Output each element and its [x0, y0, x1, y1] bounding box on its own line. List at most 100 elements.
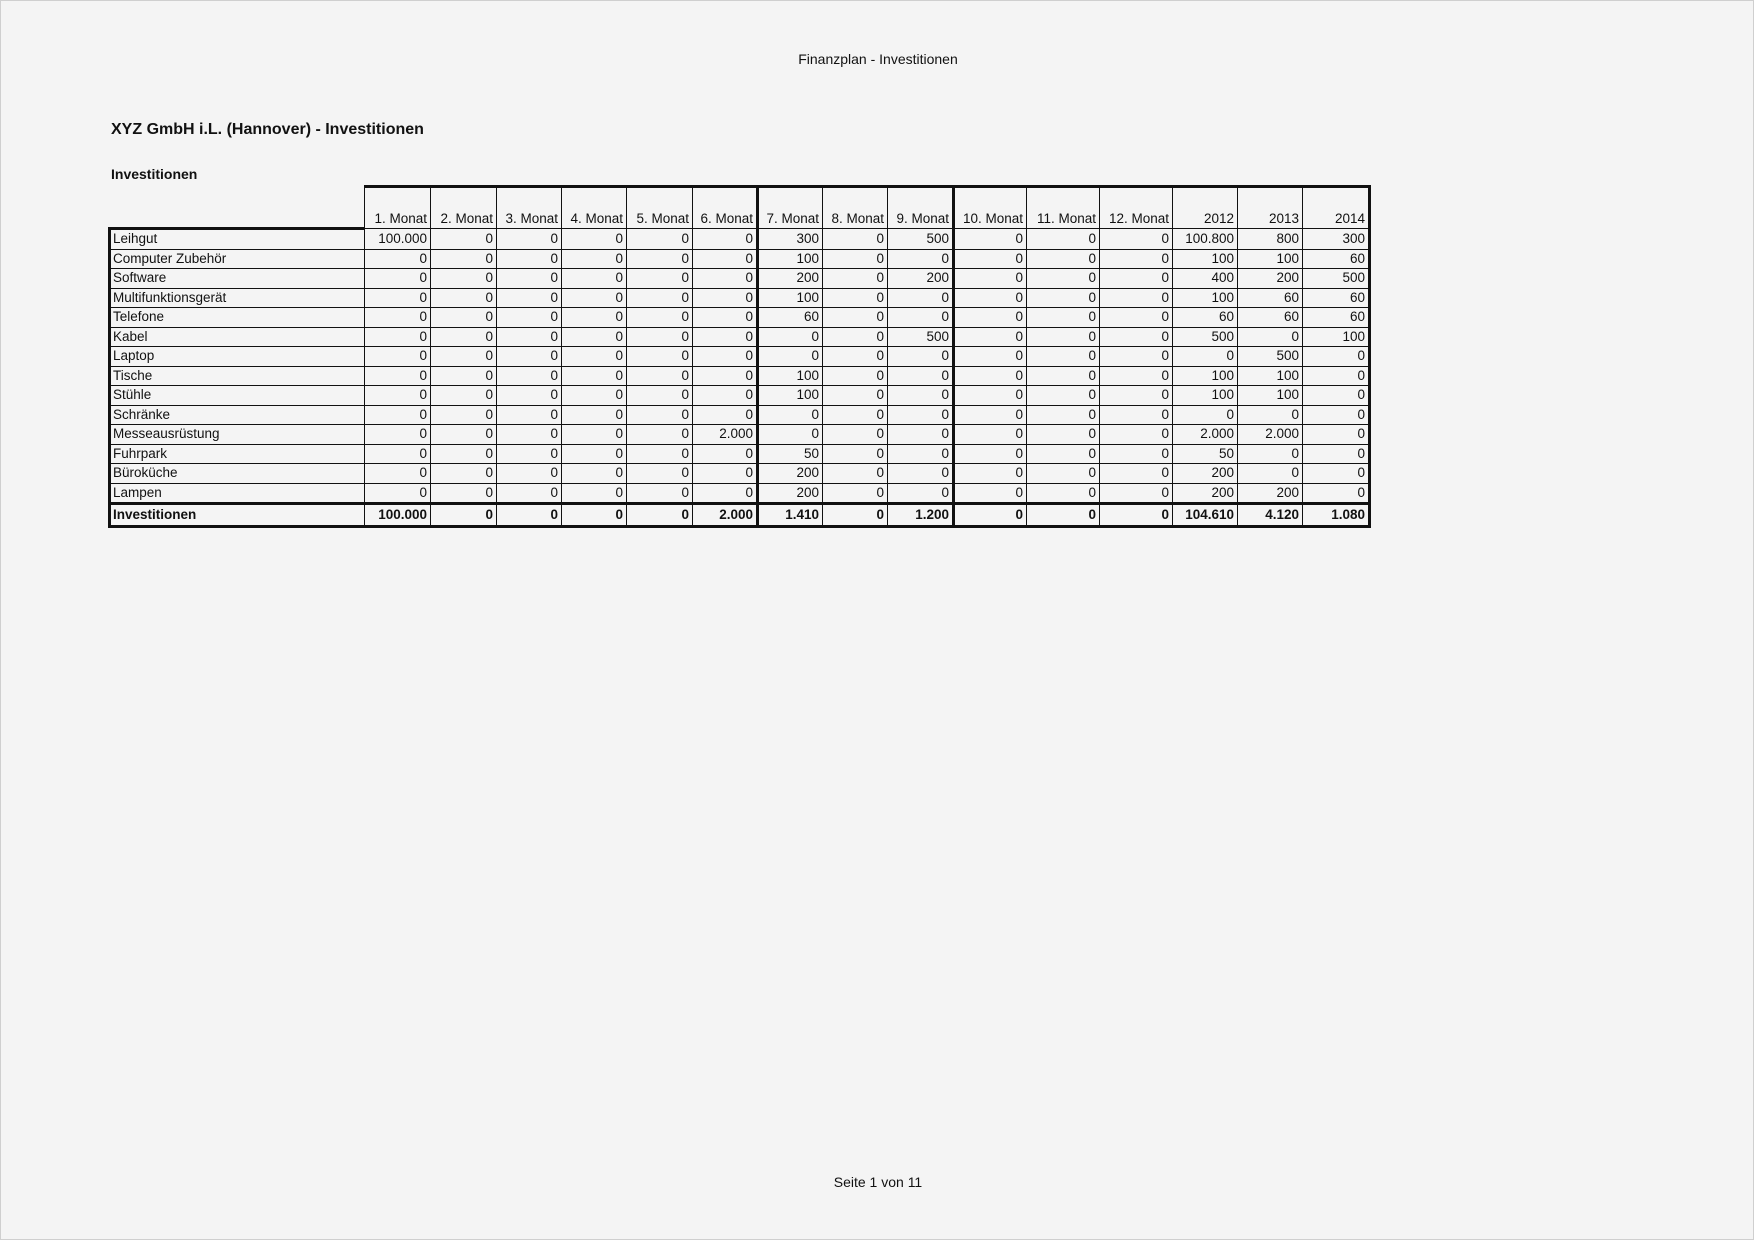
cell-value: 0 — [364, 307, 431, 328]
cell-value: 0 — [496, 502, 562, 528]
row-label: Tische — [108, 365, 365, 386]
cell-value: 800 — [1237, 228, 1303, 250]
column-header: 2013 — [1237, 185, 1303, 229]
cell-value: 0 — [496, 228, 562, 250]
table-row: Kabel 0 0 0 0 0 0 0 0 500 0 0 0 500 0 100 — [108, 326, 1371, 347]
cell-value: 0 — [822, 346, 888, 367]
table-row: Schränke 0 0 0 0 0 0 0 0 0 0 0 0 0 0 0 — [108, 404, 1371, 425]
cell-value: 0 — [1026, 248, 1100, 269]
cell-value: 0 — [1026, 307, 1100, 328]
cell-value: 0 — [626, 268, 693, 289]
row-label: Investitionen — [108, 502, 365, 528]
section-title: Investitionen — [111, 166, 198, 182]
cell-value: 100 — [1172, 248, 1238, 269]
cell-value: 0 — [364, 404, 431, 425]
cell-value: 0 — [496, 404, 562, 425]
cell-value: 0 — [626, 287, 693, 308]
cell-value: 0 — [561, 502, 627, 528]
cell-value: 0 — [1237, 326, 1303, 347]
cell-value: 60 — [1302, 307, 1371, 328]
table-row: Fuhrpark 0 0 0 0 0 0 50 0 0 0 0 0 50 0 0 — [108, 443, 1371, 464]
cell-value: 200 — [887, 268, 954, 289]
cell-value: 0 — [430, 385, 497, 406]
cell-value: 0 — [1172, 404, 1238, 425]
cell-value: 0 — [364, 482, 431, 504]
cell-value: 0 — [1099, 424, 1173, 445]
cell-value: 0 — [952, 248, 1027, 269]
table-row: Computer Zubehör 0 0 0 0 0 0 100 0 0 0 0 0 100 100 60 — [108, 248, 1371, 269]
cell-value: 0 — [822, 424, 888, 445]
cell-value: 0 — [1099, 346, 1173, 367]
cell-value: 0 — [887, 248, 954, 269]
cell-value: 100 — [1237, 365, 1303, 386]
cell-value: 0 — [692, 248, 758, 269]
cell-value: 0 — [887, 443, 954, 464]
cell-value: 0 — [626, 248, 693, 269]
cell-value: 0 — [692, 463, 758, 484]
cell-value: 0 — [496, 385, 562, 406]
cell-value: 200 — [1172, 482, 1238, 504]
cell-value: 0 — [496, 307, 562, 328]
cell-value: 200 — [1237, 482, 1303, 504]
cell-value: 0 — [364, 248, 431, 269]
cell-value: 0 — [887, 307, 954, 328]
cell-value: 500 — [1172, 326, 1238, 347]
cell-value: 0 — [1302, 424, 1371, 445]
cell-value: 0 — [626, 424, 693, 445]
row-label: Computer Zubehör — [108, 248, 365, 269]
cell-value: 0 — [1099, 268, 1173, 289]
cell-value: 0 — [1302, 404, 1371, 425]
row-label: Multifunktionsgerät — [108, 287, 365, 308]
cell-value: 0 — [1172, 346, 1238, 367]
cell-value: 0 — [1026, 326, 1100, 347]
cell-value: 0 — [561, 365, 627, 386]
cell-value: 0 — [626, 385, 693, 406]
cell-value: 0 — [1099, 482, 1173, 504]
cell-value: 60 — [756, 307, 823, 328]
cell-value: 60 — [1237, 307, 1303, 328]
cell-value: 100 — [756, 248, 823, 269]
cell-value: 50 — [1172, 443, 1238, 464]
cell-value: 0 — [626, 365, 693, 386]
page-header: Finanzplan - Investitionen — [798, 51, 958, 67]
cell-value: 0 — [364, 463, 431, 484]
cell-value: 0 — [1302, 385, 1371, 406]
cell-value: 0 — [364, 424, 431, 445]
cell-value: 0 — [1026, 287, 1100, 308]
cell-value: 0 — [1302, 346, 1371, 367]
column-header: 8. Monat — [822, 185, 888, 229]
row-label: Leihgut — [108, 228, 365, 250]
cell-value: 0 — [756, 424, 823, 445]
cell-value: 200 — [756, 482, 823, 504]
cell-value: 0 — [430, 287, 497, 308]
cell-value: 0 — [1026, 268, 1100, 289]
cell-value: 0 — [887, 346, 954, 367]
cell-value: 0 — [430, 248, 497, 269]
cell-value: 0 — [952, 287, 1027, 308]
cell-value: 0 — [561, 326, 627, 347]
cell-value: 2.000 — [692, 502, 758, 528]
table-row: Telefone 0 0 0 0 0 0 60 0 0 0 0 0 60 60 60 — [108, 307, 1371, 328]
cell-value: 0 — [822, 326, 888, 347]
cell-value: 0 — [756, 346, 823, 367]
cell-value: 0 — [692, 228, 758, 250]
cell-value: 100 — [1172, 385, 1238, 406]
column-header: 2014 — [1302, 185, 1371, 229]
cell-value: 0 — [1026, 346, 1100, 367]
cell-value: 0 — [756, 326, 823, 347]
cell-value: 0 — [364, 268, 431, 289]
cell-value: 0 — [430, 502, 497, 528]
cell-value: 0 — [1099, 248, 1173, 269]
cell-value: 0 — [822, 502, 888, 528]
cell-value: 0 — [952, 443, 1027, 464]
cell-value: 0 — [1099, 463, 1173, 484]
cell-value: 400 — [1172, 268, 1238, 289]
cell-value: 0 — [692, 404, 758, 425]
cell-value: 100 — [756, 287, 823, 308]
document-title: XYZ GmbH i.L. (Hannover) - Investitionen — [111, 121, 424, 138]
cell-value: 0 — [1302, 463, 1371, 484]
cell-value: 500 — [887, 326, 954, 347]
cell-value: 0 — [1026, 404, 1100, 425]
cell-value: 0 — [692, 385, 758, 406]
row-label: Telefone — [108, 307, 365, 328]
